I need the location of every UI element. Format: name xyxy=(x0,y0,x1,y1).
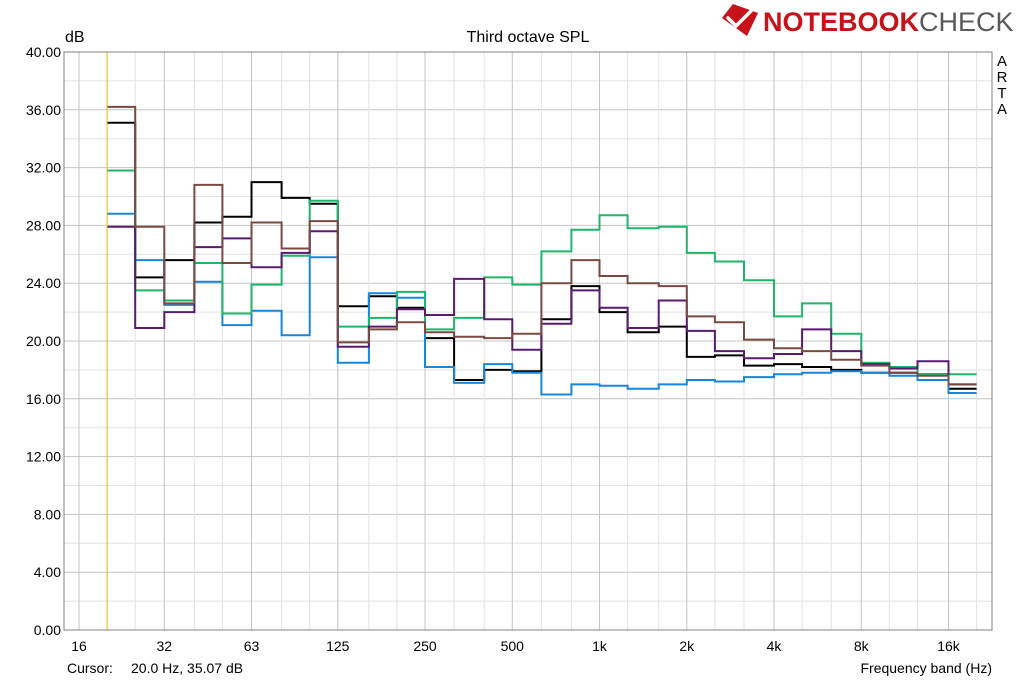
x-tick-label: 16 xyxy=(71,638,87,654)
chart-title: Third octave SPL xyxy=(467,29,590,46)
x-tick-label: 8k xyxy=(854,638,870,654)
x-tick-label: 4k xyxy=(767,638,783,654)
logo-text-check: CHECK xyxy=(919,7,1014,37)
plot-frame xyxy=(63,51,993,631)
cursor-label: Cursor: xyxy=(67,660,113,676)
x-tick-label: 500 xyxy=(501,638,525,654)
series-line-1 xyxy=(107,121,977,390)
series-lines xyxy=(107,105,977,396)
grid xyxy=(64,52,992,630)
y-tick-label: 20.00 xyxy=(26,333,61,349)
series-line-5 xyxy=(107,105,977,386)
notebookcheck-logo: NOTEBOOK CHECK xyxy=(722,4,1014,37)
checkmark-logo-icon xyxy=(722,4,758,36)
arta-letter: R xyxy=(997,69,1008,86)
x-tick-label: 125 xyxy=(326,638,350,654)
y-tick-label: 24.00 xyxy=(26,275,61,291)
logo-text-notebook: NOTEBOOK xyxy=(763,7,920,37)
y-tick-label: 0.00 xyxy=(34,622,61,638)
x-tick-label: 32 xyxy=(157,638,173,654)
y-tick-label: 4.00 xyxy=(34,564,61,580)
arta-letter: A xyxy=(997,53,1007,70)
arta-letter: A xyxy=(997,101,1007,118)
x-axis-label: Frequency band (Hz) xyxy=(860,660,992,676)
x-tick-label: 1k xyxy=(592,638,608,654)
y-tick-label: 16.00 xyxy=(26,391,61,407)
y-tick-label: 32.00 xyxy=(26,160,61,176)
x-tick-label: 16k xyxy=(937,638,961,654)
y-tick-label: 12.00 xyxy=(26,449,61,465)
y-tick-labels: 0.00 4.00 8.00 12.00 16.00 20.00 24.00 28.00 32.… xyxy=(26,44,61,638)
y-tick-label: 8.00 xyxy=(34,506,61,522)
x-tick-label: 2k xyxy=(679,638,695,654)
arta-letter: T xyxy=(997,85,1006,102)
y-axis-label: dB xyxy=(65,29,85,46)
y-tick-label: 40.00 xyxy=(26,44,61,60)
y-tick-label: 28.00 xyxy=(26,217,61,233)
x-tick-labels: 16 32 63 125 250 500 1k 2k 4k 8k 16k xyxy=(71,638,961,654)
y-tick-label: 36.00 xyxy=(26,102,61,118)
x-tick-label: 250 xyxy=(413,638,437,654)
cursor-readout: 20.0 Hz, 35.07 dB xyxy=(131,660,243,676)
x-tick-label: 63 xyxy=(244,638,260,654)
